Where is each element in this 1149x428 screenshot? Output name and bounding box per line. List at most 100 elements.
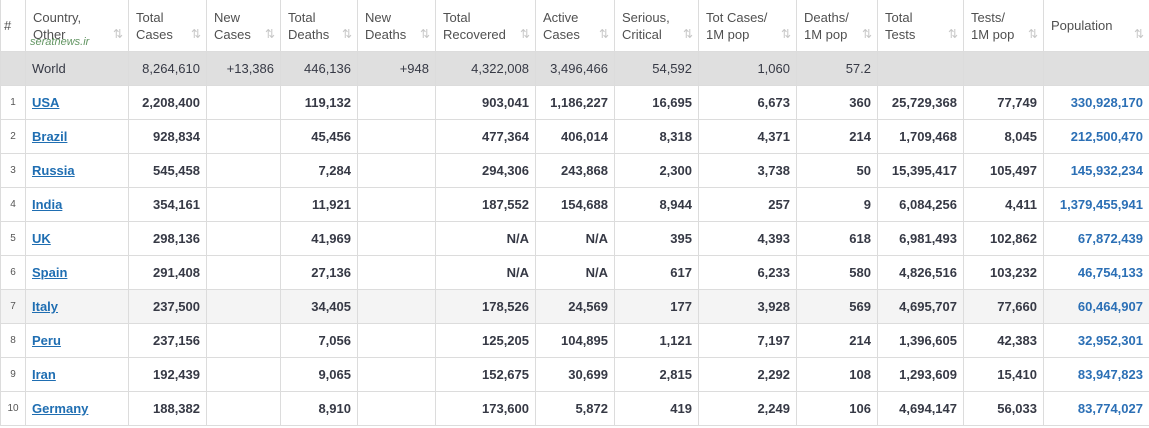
country-link[interactable]: Brazil <box>32 129 68 144</box>
cell: 903,041 <box>435 85 536 120</box>
cell: 178,526 <box>435 289 536 324</box>
column-header[interactable]: Country, Other <box>25 0 129 52</box>
cell: 7,056 <box>280 323 358 358</box>
cell: 1,121 <box>614 323 699 358</box>
cell: 4,393 <box>698 221 797 256</box>
cell: 212,500,470 <box>1043 119 1149 154</box>
cell: 1,379,455,941 <box>1043 187 1149 222</box>
country-link[interactable]: Spain <box>32 265 68 280</box>
table-row: 1 USA 2,208,400 119,132 903,041 1,186,227 16,6… <box>0 85 1149 120</box>
country-link[interactable]: USA <box>32 95 60 110</box>
cell: 34,405 <box>280 289 358 324</box>
rank-cell: 8 <box>0 323 26 358</box>
cell: N/A <box>435 221 536 256</box>
cell: 83,947,823 <box>1043 357 1149 392</box>
cell: 27,136 <box>280 255 358 290</box>
column-header[interactable]: New Cases <box>206 0 281 52</box>
column-header[interactable]: Total Cases <box>128 0 207 52</box>
rank-cell: 3 <box>0 153 26 188</box>
column-header[interactable]: Deaths/ 1M pop <box>796 0 878 52</box>
cell: 330,928,170 <box>1043 85 1149 120</box>
cell: 8,045 <box>963 119 1044 154</box>
table-row: 4 India 354,161 11,921 187,552 154,688 8,944 25… <box>0 187 1149 222</box>
cell: 173,600 <box>435 391 536 426</box>
cell: 354,161 <box>128 187 207 222</box>
cell: 67,872,439 <box>1043 221 1149 256</box>
cell: 477,364 <box>435 119 536 154</box>
cell: 618 <box>796 221 878 256</box>
empty-cell <box>206 357 281 392</box>
cell: Russia <box>25 153 129 188</box>
rank-cell: 1 <box>0 85 26 120</box>
cell: 6,673 <box>698 85 797 120</box>
column-header[interactable]: Active Cases <box>535 0 615 52</box>
country-link[interactable]: Russia <box>32 163 75 178</box>
column-header[interactable]: Total Recovered <box>435 0 536 52</box>
cell: 16,695 <box>614 85 699 120</box>
empty-cell <box>206 187 281 222</box>
cell: 4,322,008 <box>435 51 536 86</box>
cell: Italy <box>25 289 129 324</box>
cell: 9,065 <box>280 357 358 392</box>
cell: Germany <box>25 391 129 426</box>
cell: 102,862 <box>963 221 1044 256</box>
cell: Brazil <box>25 119 129 154</box>
cell: 4,371 <box>698 119 797 154</box>
country-link[interactable]: Iran <box>32 367 56 382</box>
empty-cell <box>206 85 281 120</box>
table-body: World 8,264,610 +13,386 446,136 +948 4,322,00… <box>0 51 1149 426</box>
empty-cell <box>357 391 436 426</box>
table-row: 8 Peru 237,156 7,056 125,205 104,895 1,121 7,19… <box>0 323 1149 358</box>
table-row: 5 UK 298,136 41,969 N/A N/A 395 4,393 618 6,981,4… <box>0 221 1149 256</box>
column-header[interactable]: Total Deaths <box>280 0 358 52</box>
cell: 42,383 <box>963 323 1044 358</box>
cell: 24,569 <box>535 289 615 324</box>
cell: +948 <box>357 51 436 86</box>
cell: 2,300 <box>614 153 699 188</box>
column-header[interactable]: Tests/ 1M pop <box>963 0 1044 52</box>
country-link[interactable]: Italy <box>32 299 59 314</box>
column-header[interactable]: Serious, Critical <box>614 0 699 52</box>
column-header[interactable]: Tot Cases/ 1M pop <box>698 0 797 52</box>
cell: 60,464,907 <box>1043 289 1149 324</box>
column-header[interactable]: New Deaths <box>357 0 436 52</box>
cell: 8,910 <box>280 391 358 426</box>
country-link[interactable]: Peru <box>32 333 61 348</box>
column-header[interactable]: Total Tests <box>877 0 964 52</box>
header-row: #Country, OtherTotal CasesNew CasesTotal… <box>0 0 1149 52</box>
column-header[interactable]: # <box>0 0 26 52</box>
cell: 11,921 <box>280 187 358 222</box>
rank-cell: 6 <box>0 255 26 290</box>
cell: 30,699 <box>535 357 615 392</box>
empty-cell <box>357 323 436 358</box>
cell: 294,306 <box>435 153 536 188</box>
cell: 2,249 <box>698 391 797 426</box>
cell: 192,439 <box>128 357 207 392</box>
empty-cell <box>357 357 436 392</box>
cell: 7,197 <box>698 323 797 358</box>
cell: 108 <box>796 357 878 392</box>
country-link[interactable]: UK <box>32 231 51 246</box>
table-row: 2 Brazil 928,834 45,456 477,364 406,014 8,318 4… <box>0 119 1149 154</box>
cell: 257 <box>698 187 797 222</box>
cell: 6,981,493 <box>877 221 964 256</box>
cell: 83,774,027 <box>1043 391 1149 426</box>
cell: 406,014 <box>535 119 615 154</box>
cell: 928,834 <box>128 119 207 154</box>
cell: 569 <box>796 289 878 324</box>
country-link[interactable]: India <box>32 197 63 212</box>
cell: 7,284 <box>280 153 358 188</box>
cell: N/A <box>535 221 615 256</box>
column-header[interactable]: Population <box>1043 0 1149 52</box>
cell: 2,292 <box>698 357 797 392</box>
empty-cell <box>206 119 281 154</box>
cell: +13,386 <box>206 51 281 86</box>
country-link[interactable]: Germany <box>32 401 89 416</box>
cell: 57.2 <box>796 51 878 86</box>
cell: 32,952,301 <box>1043 323 1149 358</box>
cell: 1,709,468 <box>877 119 964 154</box>
cell: 119,132 <box>280 85 358 120</box>
rank-cell: 4 <box>0 187 26 222</box>
